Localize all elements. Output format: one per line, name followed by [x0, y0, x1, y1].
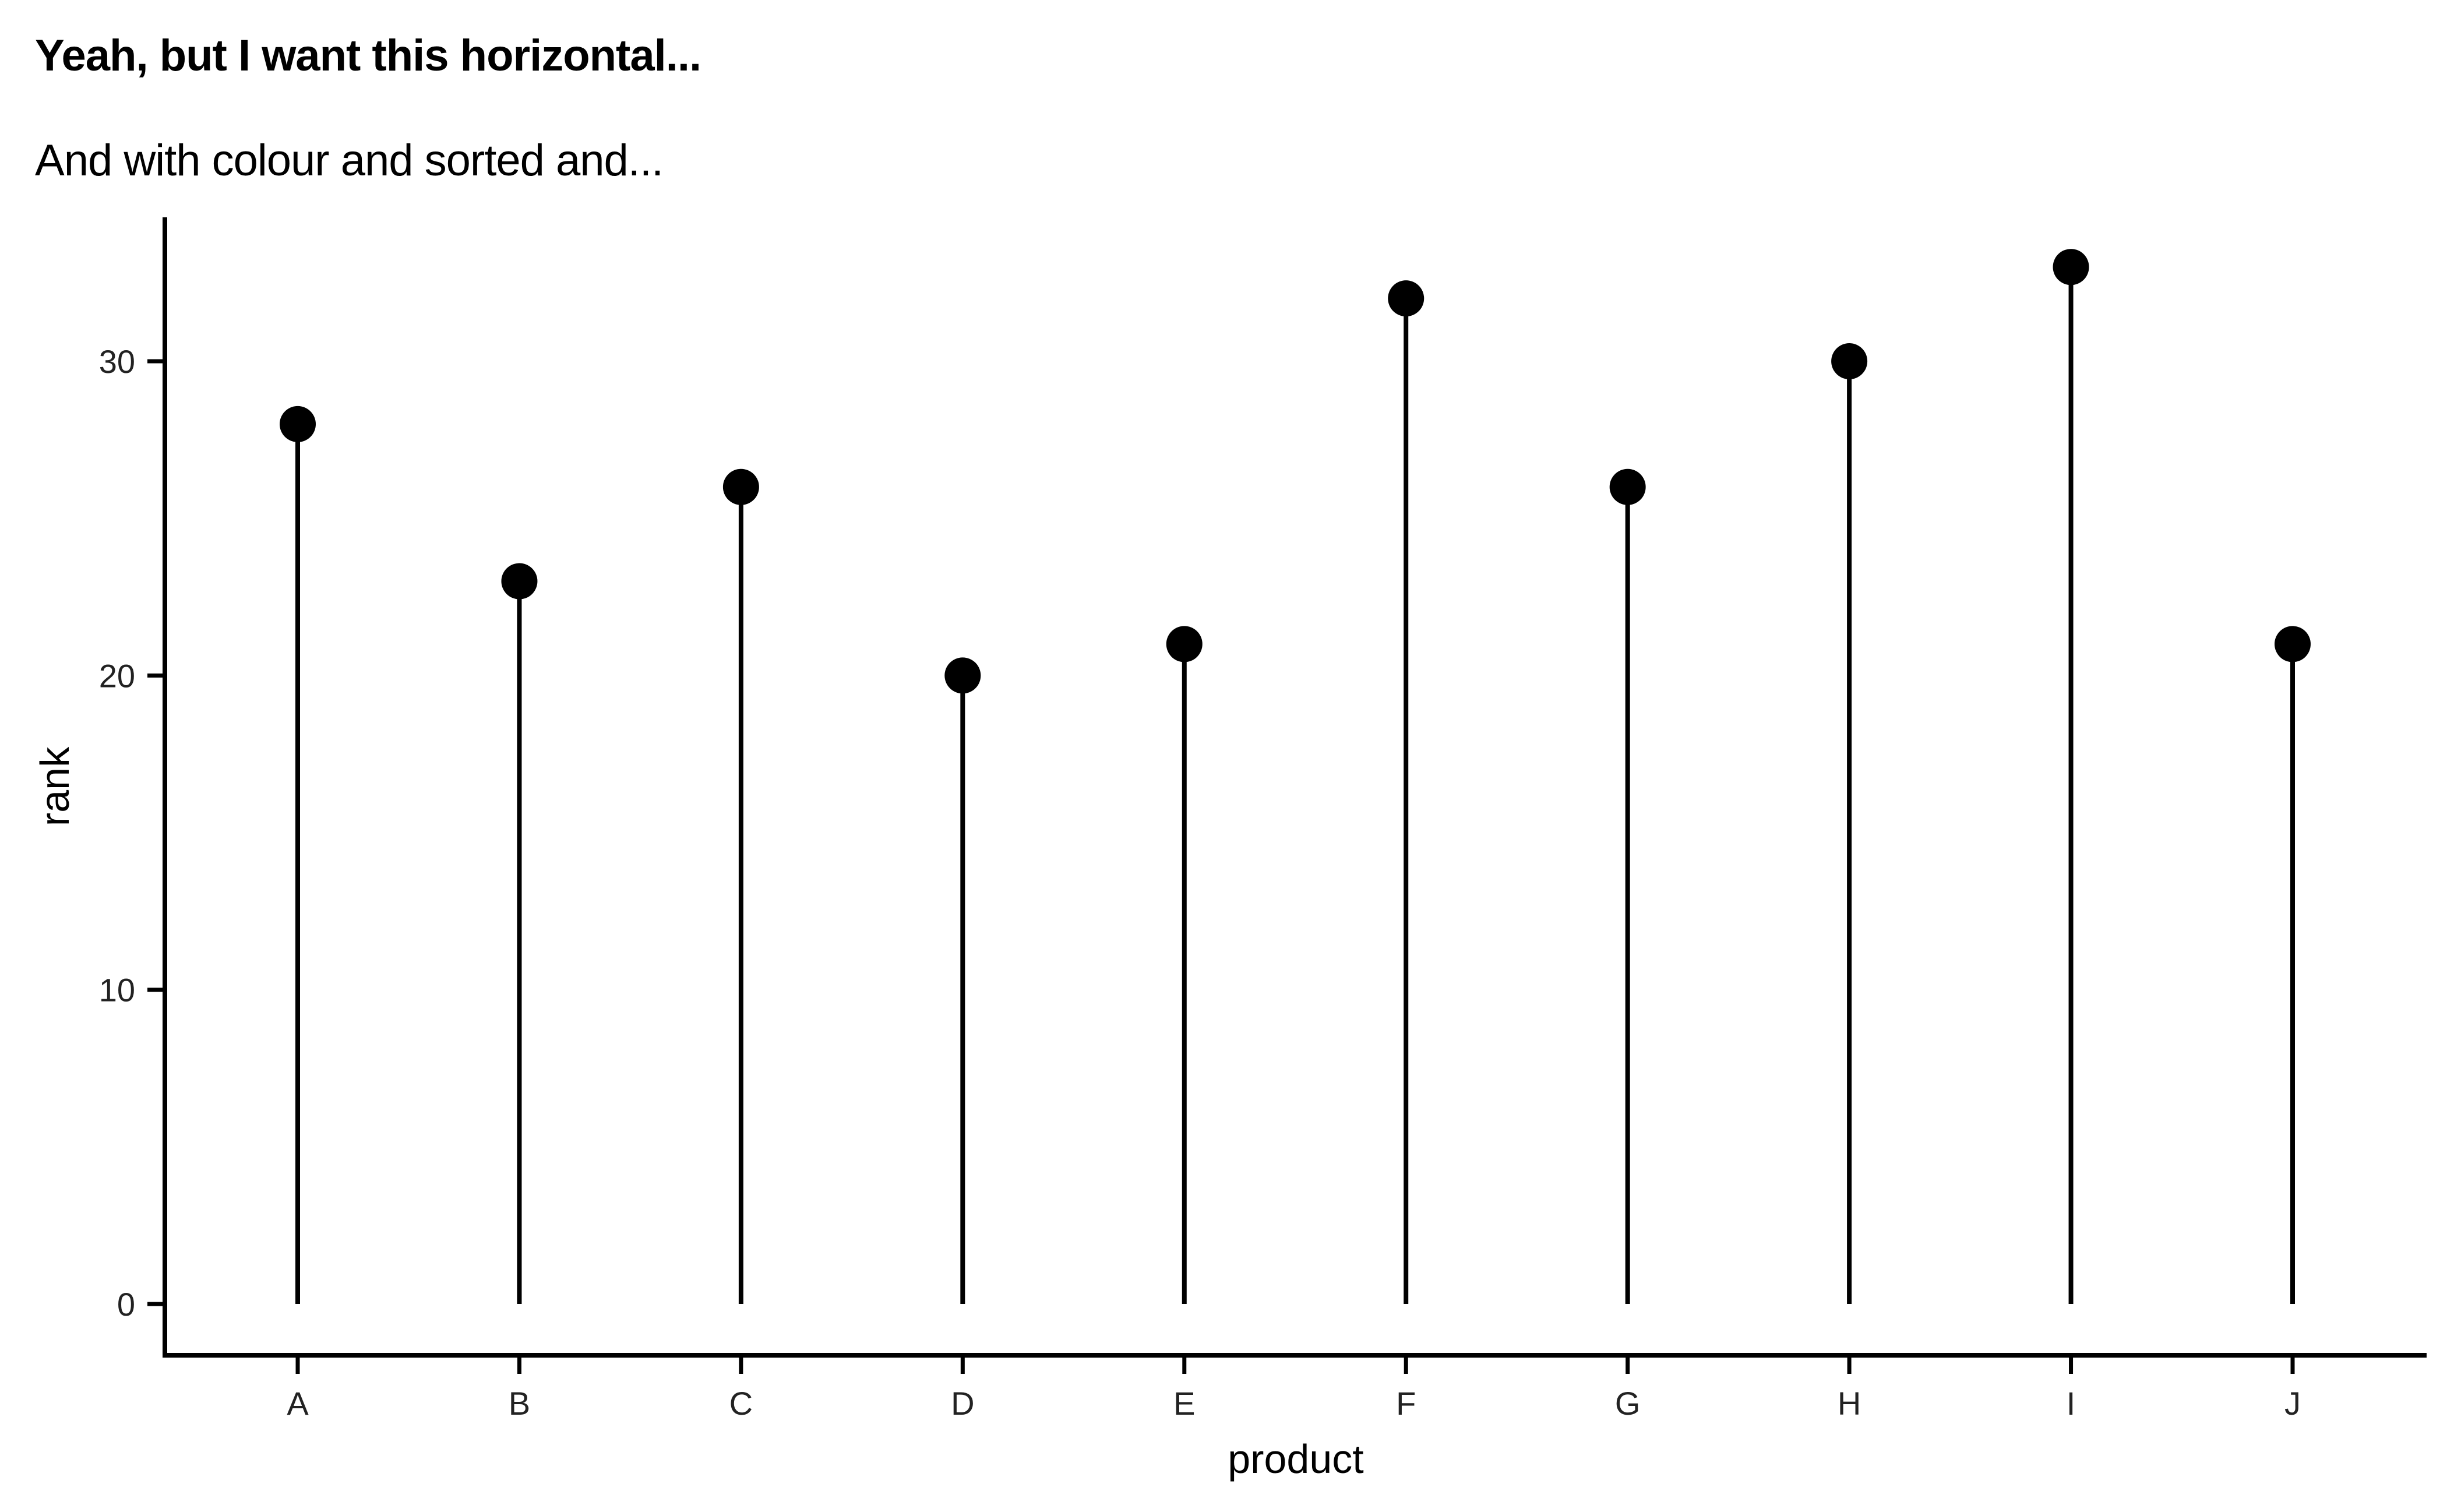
x-tick-label-g: G: [1615, 1385, 1641, 1422]
y-tick-label-10: 10: [99, 972, 135, 1009]
points-layer: [280, 249, 2311, 694]
point-c: [722, 468, 759, 505]
stems-layer: [295, 267, 2295, 1304]
point-a: [280, 406, 316, 442]
point-e: [1166, 626, 1203, 662]
point-g: [1609, 468, 1646, 505]
y-tick-label-20: 20: [99, 657, 135, 694]
x-tick-label-h: H: [1838, 1385, 1861, 1422]
y-axis-title: rank: [32, 746, 77, 826]
x-axis-title: product: [1228, 1436, 1363, 1482]
y-tick-label-30: 30: [99, 343, 135, 380]
x-tick-label-a: A: [287, 1385, 309, 1422]
point-d: [944, 657, 981, 694]
x-tick-label-b: B: [509, 1385, 530, 1422]
point-b: [501, 563, 538, 600]
x-tick-label-e: E: [1173, 1385, 1195, 1422]
x-tick-label-i: I: [2067, 1385, 2076, 1422]
x-tick-label-d: D: [951, 1385, 974, 1422]
point-h: [1831, 343, 1868, 379]
y-axis-ticks: 0 10 20 30: [99, 343, 165, 1323]
x-tick-label-j: J: [2284, 1385, 2301, 1422]
point-f: [1388, 280, 1425, 317]
chart-title: Yeah, but I want this horizontal...: [35, 31, 701, 80]
x-tick-label-c: C: [729, 1385, 753, 1422]
chart-subtitle: And with colour and sorted and...: [35, 136, 664, 185]
x-axis-ticks: A B C D E F G H I J: [287, 1358, 2301, 1422]
x-tick-label-f: F: [1396, 1385, 1416, 1422]
point-j: [2275, 626, 2311, 662]
y-tick-label-0: 0: [117, 1286, 135, 1323]
point-i: [2053, 249, 2089, 286]
